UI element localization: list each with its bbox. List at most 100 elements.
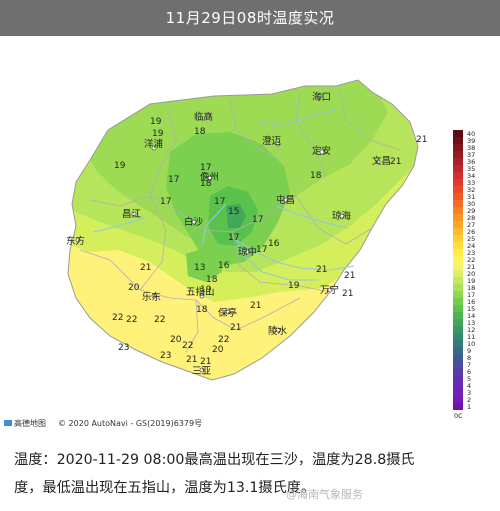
legend-tick-label: 31 (467, 193, 475, 201)
place-label-chengmai: 澄迈 (262, 135, 282, 147)
temp-value: 19 (150, 117, 162, 127)
county-borders (79, 87, 401, 353)
place-label-lingao: 临高 (194, 111, 213, 123)
temperature-map[interactable]: 海口 临高 洋浦 澄迈 定安 文昌 儋州 屯昌 琼海 白沙 昌江 琼中 东方 万… (0, 36, 500, 434)
legend-tick-label: 8 (467, 354, 471, 362)
legend-swatch (453, 165, 463, 172)
color-legend: 4039383736353433323130292827262524232221… (453, 130, 475, 420)
place-label-dingan: 定安 (312, 145, 331, 157)
place-label-qionghai: 琼海 (332, 210, 352, 222)
temperature-bands (68, 80, 418, 380)
amap-logo-text: 高德地图 (14, 418, 46, 428)
place-label-baoting: 保亭 (218, 307, 237, 319)
legend-swatch (453, 389, 463, 396)
temp-value: 17 (160, 197, 171, 207)
legend-swatch (453, 326, 463, 333)
legend-swatch (453, 396, 463, 403)
legend-tick-label: 18 (467, 284, 475, 292)
temp-value: 16 (268, 239, 280, 249)
legend-tick-label: 34 (467, 172, 475, 180)
legend-tick-label: 21 (467, 263, 475, 271)
legend-swatch (453, 172, 463, 179)
temperature-values: 19 19 18 19 21 21 18 17 17 18 17 17 15 1… (112, 117, 427, 367)
legend-swatch (453, 179, 463, 186)
legend-swatch (453, 221, 463, 228)
legend-swatches (453, 130, 463, 410)
legend-swatch (453, 144, 463, 151)
legend-tick-label: 28 (467, 214, 475, 222)
legend-swatch (453, 375, 463, 382)
temp-value: 18 (196, 305, 208, 315)
city-markers (75, 93, 381, 373)
place-label-tunchang: 屯昌 (276, 194, 295, 206)
copyright-text: © 2020 AutoNavi - GS(2019)6379号 (58, 419, 202, 428)
temp-value: 15 (228, 207, 239, 217)
page-title: 11月29日08时温度实况 (165, 9, 335, 27)
legend-tick-label: 29 (467, 207, 475, 215)
temp-value: 18 (206, 275, 218, 285)
legend-tick-label: 24 (467, 242, 475, 250)
coastline (67, 79, 419, 381)
map-canvas: 海口 临高 洋浦 澄迈 定安 文昌 儋州 屯昌 琼海 白沙 昌江 琼中 东方 万… (4, 79, 475, 428)
place-label-qiongzhong: 琼中 (238, 246, 257, 258)
temp-value: 17 (168, 175, 179, 185)
temp-value: 21 (344, 271, 355, 281)
legend-tick-label: 12 (467, 326, 475, 334)
legend-tick-label: 14 (467, 312, 475, 320)
legend-swatch (453, 354, 463, 361)
place-labels: 海口 临高 洋浦 澄迈 定安 文昌 儋州 屯昌 琼海 白沙 昌江 琼中 东方 万… (66, 91, 391, 377)
temp-value: 17 (200, 163, 211, 173)
legend-swatch (453, 186, 463, 193)
legend-swatch (453, 319, 463, 326)
place-label-danzhou: 儋州 (200, 171, 219, 183)
legend-tick-label: 15 (467, 305, 475, 313)
temp-value: 17 (228, 233, 239, 243)
legend-tick-label: 16 (467, 298, 475, 306)
legend-tick-label: 30 (467, 200, 475, 208)
legend-unit: 0C (454, 412, 463, 420)
temp-value: 21 (316, 265, 327, 275)
legend-swatch (453, 347, 463, 354)
legend-tick-label: 19 (467, 277, 475, 285)
legend-tick-label: 2 (467, 396, 471, 404)
temp-value: 16 (218, 261, 230, 271)
temp-value: 22 (126, 315, 137, 325)
legend-tick-label: 40 (467, 130, 475, 138)
temp-value: 21 (140, 263, 151, 273)
legend-swatch (453, 130, 463, 137)
legend-tick-label: 32 (467, 186, 475, 194)
place-label-changjiang: 昌江 (122, 209, 142, 220)
map-attribution: 高德地图 © 2020 AutoNavi - GS(2019)6379号 (4, 418, 202, 428)
place-label-wuzhishan: 五指山 (186, 286, 215, 298)
temp-value: 19 (200, 285, 212, 295)
legend-swatch (453, 193, 463, 200)
legend-swatch (453, 284, 463, 291)
legend-swatch (453, 242, 463, 249)
legend-tick-label: 27 (467, 221, 475, 229)
place-label-sanya: 三亚 (192, 366, 212, 377)
legend-swatch (453, 382, 463, 389)
legend-tick-label: 9 (467, 347, 471, 355)
place-label-wenchang: 文昌 (372, 155, 391, 167)
caption-line-1: 温度：2020-11-29 08:00最高温出现在三沙，温度为28.8摄氏 (14, 452, 415, 468)
temp-value: 19 (152, 129, 164, 139)
temp-value: 13 (194, 263, 205, 273)
place-label-baisha: 白沙 (184, 216, 204, 228)
legend-swatch (453, 277, 463, 284)
band-wuzhishan (186, 248, 222, 282)
rivers (93, 109, 355, 281)
temp-value: 23 (118, 343, 129, 353)
legend-ticks: 4039383736353433323130292827262524232221… (467, 130, 475, 411)
caption-line-2: 度，最低温出现在五指山，温度为13.1摄氏度。 (14, 480, 316, 496)
legend-swatch (453, 235, 463, 242)
temp-value: 22 (218, 335, 229, 345)
legend-tick-label: 25 (467, 235, 475, 243)
legend-tick-label: 6 (467, 368, 471, 376)
legend-swatch (453, 214, 463, 221)
temp-value: 21 (250, 301, 261, 311)
legend-swatch (453, 158, 463, 165)
place-label-lingshui: 陵水 (268, 325, 288, 337)
legend-tick-label: 17 (467, 291, 475, 299)
temp-value: 20 (170, 335, 182, 345)
place-label-ledong: 乐东 (142, 291, 161, 303)
